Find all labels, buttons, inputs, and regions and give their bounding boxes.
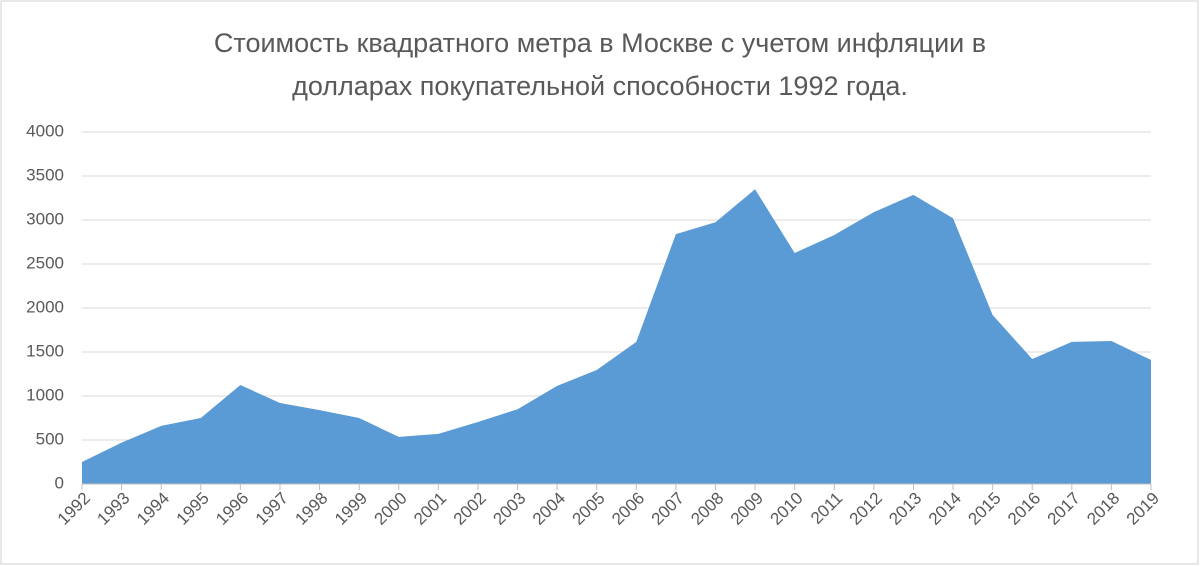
y-tick-label: 2500 (26, 253, 64, 272)
chart-title: долларах покупательной способности 1992 … (292, 71, 908, 101)
area (82, 189, 1151, 484)
chart-title: Стоимость квадратного метра в Москве с у… (214, 28, 986, 58)
y-tick-label: 3500 (26, 165, 64, 184)
y-tick-label: 1000 (26, 385, 64, 404)
y-tick-label: 500 (36, 429, 64, 448)
y-tick-label: 0 (55, 473, 64, 492)
y-tick-label: 4000 (26, 121, 64, 140)
y-tick-label: 1500 (26, 341, 64, 360)
y-tick-label: 2000 (26, 297, 64, 316)
y-tick-label: 3000 (26, 209, 64, 228)
